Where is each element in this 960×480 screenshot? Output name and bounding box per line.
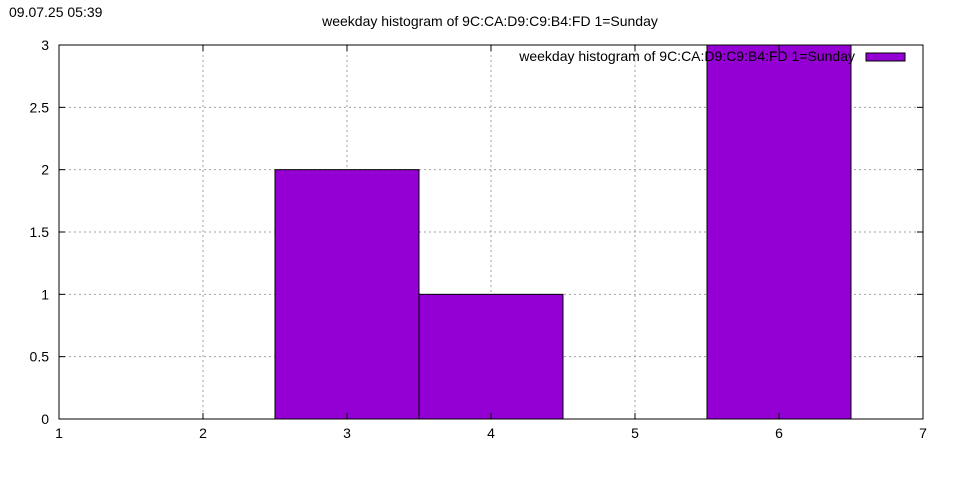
y-tick-label: 1	[41, 286, 49, 302]
y-tick-label: 2	[41, 162, 49, 178]
x-tick-label: 3	[343, 425, 351, 441]
bars	[274, 44, 852, 420]
legend-swatch	[865, 52, 906, 62]
x-tick-label: 1	[55, 425, 63, 441]
y-tick-label: 1.5	[30, 224, 50, 240]
timestamp: 09.07.25 05:39	[9, 4, 103, 20]
histogram-bar	[706, 44, 852, 420]
x-tick-label: 2	[199, 425, 207, 441]
y-tick-label: 0	[41, 411, 49, 427]
x-tick-label: 6	[775, 425, 783, 441]
y-tick-label: 0.5	[30, 349, 50, 365]
chart-title: weekday histogram of 9C:CA:D9:C9:B4:FD 1…	[321, 13, 658, 29]
y-tick-label: 2.5	[30, 99, 50, 115]
axis-ticks: 1 2 3 4 5 6 7 0 0.5 1 1.5 2 2.5 3	[30, 37, 928, 441]
y-tick-label: 3	[41, 37, 49, 53]
histogram-bar	[418, 293, 564, 420]
legend-label: weekday histogram of 9C:CA:D9:C9:B4:FD 1…	[518, 48, 855, 64]
histogram-bar	[274, 169, 420, 420]
x-tick-label: 4	[487, 425, 495, 441]
legend: weekday histogram of 9C:CA:D9:C9:B4:FD 1…	[518, 48, 906, 64]
x-tick-label: 7	[919, 425, 927, 441]
x-tick-label: 5	[631, 425, 639, 441]
